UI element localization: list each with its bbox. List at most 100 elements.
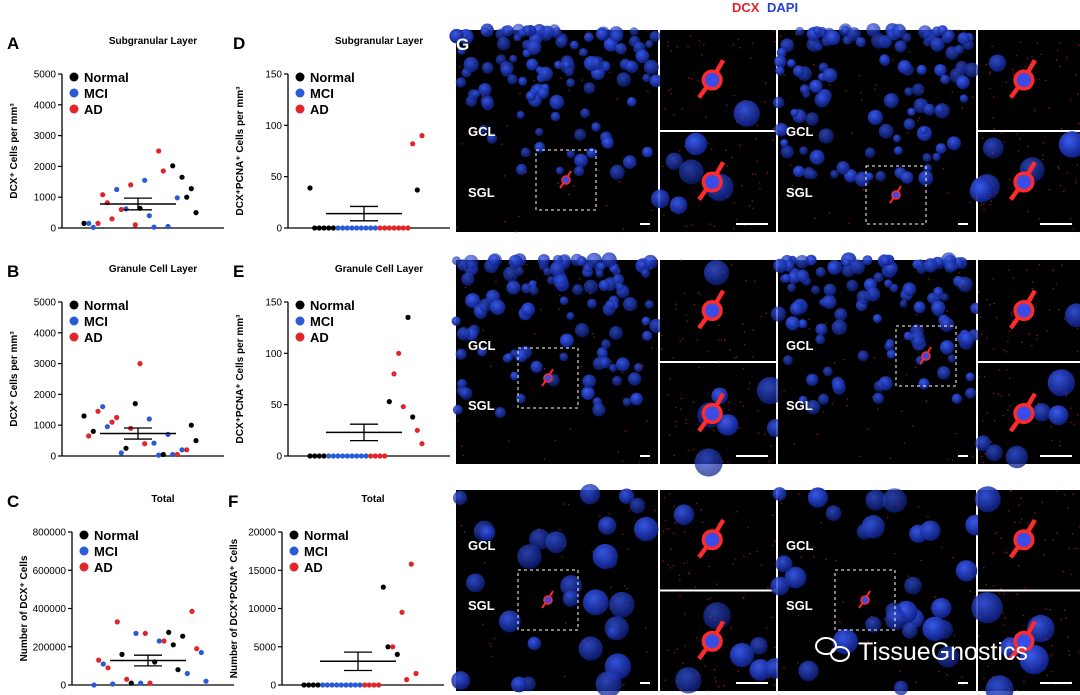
dcx-speck [861, 99, 863, 101]
dcx-speck [1003, 141, 1005, 143]
dcx-speck [736, 510, 738, 513]
dcx-speck [670, 50, 672, 52]
dcx-speck [927, 516, 929, 518]
data-point-normal [81, 413, 87, 419]
dcx-speck [1057, 165, 1059, 168]
nucleus [922, 616, 947, 641]
dcx-speck [615, 596, 618, 599]
micrograph-1-2: GCL SGL [772, 23, 980, 232]
dcx-speck [973, 595, 976, 597]
dcx-speck [1068, 547, 1071, 550]
dcx-speck [743, 344, 746, 346]
nucleus [601, 252, 617, 268]
gcl-label: GCL [786, 338, 814, 353]
dcx-speck [908, 51, 911, 53]
nucleus [605, 299, 616, 310]
y-axis-label: DCX⁺ Cells per mm³ [9, 103, 20, 199]
dcx-speck [1043, 554, 1045, 556]
dcx-cell-body [891, 190, 901, 200]
dcx-speck [727, 461, 729, 463]
dcx-speck [1035, 334, 1038, 337]
dcx-speck [1004, 617, 1006, 619]
data-point-ad [376, 682, 382, 688]
dcx-speck [793, 443, 796, 445]
dcx-speck [729, 417, 731, 420]
dcx-cell-body [543, 595, 553, 605]
dcx-speck [666, 564, 669, 566]
nucleus [503, 266, 519, 282]
dcx-speck [1005, 351, 1008, 353]
data-point-mci [343, 682, 349, 688]
y-tick-label: 100 [265, 349, 282, 360]
dcx-speck [622, 228, 625, 230]
dcx-speck [989, 203, 992, 206]
nucleus [559, 296, 569, 306]
nucleus [944, 261, 956, 273]
dcx-speck [456, 667, 459, 670]
nucleus [809, 149, 825, 165]
dcx-speck [1010, 489, 1013, 492]
dcx-speck [875, 83, 877, 86]
dcx-speck [678, 574, 681, 577]
nucleus [873, 380, 886, 392]
panel-g-micrographs: GCL SGL GCL SGL GCL SGL GCL SGL GCL SGL GCL SGL [449, 23, 1080, 695]
dcx-speck [1005, 81, 1008, 84]
dcx-speck [482, 623, 485, 625]
data-point-ad [400, 225, 406, 231]
dcx-speck [812, 409, 814, 412]
dcx-speck [539, 309, 542, 311]
dcx-speck [783, 667, 785, 670]
dcx-speck [1050, 426, 1052, 428]
data-point-ad [128, 182, 134, 188]
dcx-speck [709, 597, 711, 600]
nucleus [529, 528, 551, 550]
dcx-speck [685, 225, 688, 228]
dcx-cell-body [1013, 402, 1035, 425]
nucleus [861, 515, 885, 539]
dcx-speck [735, 218, 738, 221]
nucleus [583, 279, 599, 294]
panel-letter: E [233, 262, 244, 281]
dcx-speck [680, 259, 682, 262]
dcx-speck [644, 627, 647, 629]
dcx-speck [664, 519, 667, 522]
dcx-speck [828, 212, 831, 214]
data-point-mci [340, 225, 346, 231]
data-point-ad [137, 361, 143, 367]
nucleus [592, 543, 618, 570]
zoom-region-box [517, 569, 579, 631]
dcx-speck [1044, 538, 1046, 541]
nucleus [815, 266, 826, 277]
nucleus [582, 374, 597, 389]
nucleus [750, 637, 768, 655]
data-point-mci [100, 661, 106, 667]
nucleus [527, 636, 542, 651]
dcx-cell-body [561, 175, 571, 185]
dcx-speck [679, 408, 682, 411]
nucleus [842, 258, 851, 267]
sgl-label: SGL [786, 598, 813, 613]
dcx-speck [756, 550, 758, 553]
dcx-speck [668, 89, 670, 92]
nucleus [576, 256, 587, 267]
data-point-normal [193, 210, 199, 216]
inset-2-1-2 [660, 363, 785, 477]
dcx-speck [714, 677, 717, 679]
dcx-speck [1008, 377, 1011, 380]
nucleus [900, 171, 914, 184]
dcx-speck [1030, 664, 1032, 666]
dcx-speck [859, 176, 862, 178]
dcx-speck [621, 460, 624, 462]
dcx-speck [651, 346, 653, 349]
nucleus [669, 196, 688, 215]
dcx-speck [1048, 309, 1051, 312]
nucleus [795, 255, 810, 269]
y-tick-label: 5000 [254, 642, 277, 653]
dcx-speck [715, 680, 717, 683]
nucleus [638, 260, 647, 270]
legend-marker-ad [289, 562, 299, 572]
dcx-speck [704, 665, 707, 667]
nucleus [893, 134, 901, 143]
dcx-speck [653, 509, 656, 512]
dcx-speck [681, 338, 684, 340]
